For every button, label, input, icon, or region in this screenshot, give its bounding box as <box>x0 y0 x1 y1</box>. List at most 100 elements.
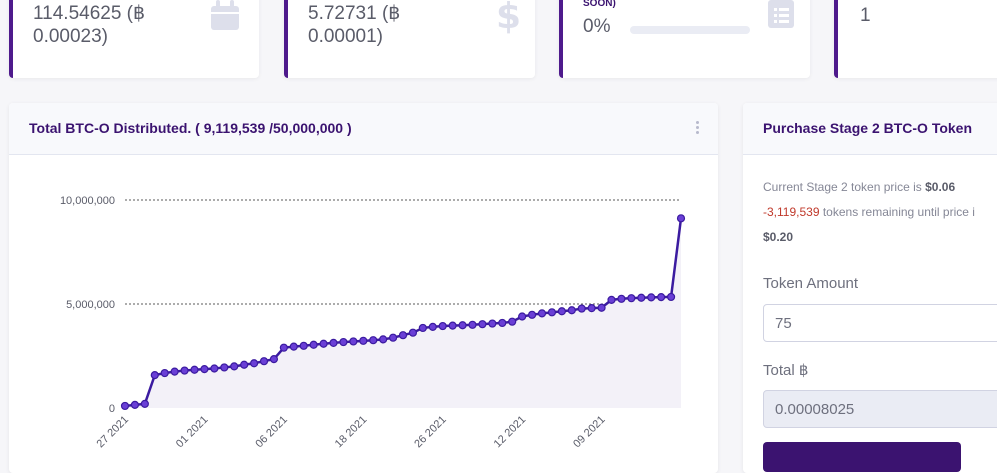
data-point <box>547 308 557 317</box>
data-point <box>408 328 418 337</box>
token-amount-label: Token Amount <box>763 275 859 292</box>
stat-label: SOON) <box>583 0 616 9</box>
price-info: Current Stage 2 token price is $0.06 <box>763 180 955 194</box>
data-point <box>676 214 686 223</box>
data-point <box>230 362 239 371</box>
remaining-count: -3,119,539 <box>763 205 820 219</box>
stat-value-line1: 114.54625 (฿ <box>33 3 146 24</box>
data-point <box>220 363 229 372</box>
data-point <box>428 322 437 331</box>
data-point <box>150 371 159 380</box>
next-price: $0.20 <box>763 230 794 244</box>
total-input <box>763 390 997 428</box>
data-point <box>240 360 249 369</box>
x-tick-label: 27 2021 <box>95 414 132 451</box>
data-point <box>299 341 308 350</box>
data-point <box>498 318 507 328</box>
data-point <box>527 310 537 319</box>
data-point <box>210 364 219 373</box>
distribution-chart: 0 5,000,000 10,000,000 27 2021 01 2021 06 202… <box>60 195 686 451</box>
data-point <box>339 337 348 347</box>
data-point <box>398 331 408 340</box>
stat-value-line1: 5.72731 (฿ <box>308 3 401 24</box>
data-point <box>617 294 626 303</box>
data-point <box>329 338 338 347</box>
data-point <box>647 293 656 302</box>
data-point <box>478 320 487 329</box>
purchase-title: Purchase Stage 2 BTC-O Token <box>763 120 973 136</box>
data-point <box>468 320 477 329</box>
stat-value: 5.72731 (฿ 0.00001) <box>308 2 400 48</box>
price-prefix: Current Stage 2 token price is <box>763 180 926 194</box>
data-point <box>319 339 328 348</box>
calendar-icon <box>211 0 239 30</box>
area-fill <box>125 218 681 408</box>
remaining-text: tokens remaining until price i <box>819 205 975 219</box>
data-point <box>349 337 358 346</box>
data-point <box>279 343 288 352</box>
data-point <box>418 323 427 333</box>
data-point <box>666 292 676 302</box>
data-point <box>537 309 547 318</box>
data-point <box>200 365 209 374</box>
stat-value: 114.54625 (฿ 0.00023) <box>33 2 145 48</box>
data-point <box>637 293 646 302</box>
stat-percent: 0% <box>583 16 611 37</box>
x-tick-label: 09 2021 <box>571 414 608 451</box>
card-header: Purchase Stage 2 BTC-O Token <box>743 103 997 155</box>
stat-card-count: 1 <box>834 0 997 78</box>
data-point <box>577 304 586 313</box>
stat-card-usd: 5.72731 (฿ 0.00001) $ <box>284 0 535 78</box>
data-point <box>180 366 189 375</box>
data-point <box>359 336 368 345</box>
stat-value: 1 <box>860 5 871 26</box>
price-value: $0.06 <box>925 180 956 194</box>
data-point <box>518 312 527 321</box>
chart-title: Total BTC-O Distributed. ( 9,119,539 /50… <box>29 120 352 136</box>
data-point <box>140 399 149 408</box>
x-tick-label: 12 2021 <box>492 414 529 451</box>
data-point <box>289 342 298 351</box>
total-label: Total ฿ <box>763 362 809 379</box>
x-tick-label: 01 2021 <box>174 414 211 451</box>
data-point <box>160 368 169 378</box>
next-price-info: $0.20 <box>763 230 793 244</box>
data-point <box>309 340 318 349</box>
data-point <box>657 293 666 302</box>
stat-card-progress: SOON) 0% <box>559 0 810 78</box>
y-tick-label: 10,000,000 <box>60 195 115 207</box>
x-tick-label: 18 2021 <box>333 414 370 451</box>
y-tick-label: 5,000,000 <box>66 299 115 311</box>
data-point <box>259 357 269 366</box>
data-point <box>369 336 378 345</box>
stat-value-line2: 0.00023) <box>33 26 109 47</box>
data-point <box>607 295 616 304</box>
card-header: Total BTC-O Distributed. ( 9,119,539 /50… <box>9 103 718 155</box>
data-point <box>458 321 467 330</box>
data-point <box>567 306 576 315</box>
data-point <box>557 307 566 316</box>
data-point <box>488 319 497 328</box>
data-point <box>170 367 179 376</box>
x-tick-label: 26 2021 <box>412 414 449 451</box>
token-amount-input[interactable] <box>763 304 997 342</box>
y-tick-label: 0 <box>109 403 115 415</box>
x-tick-label: 06 2021 <box>253 414 290 451</box>
data-point <box>587 304 596 313</box>
data-point <box>597 303 606 312</box>
purchase-card: Purchase Stage 2 BTC-O Token Current Sta… <box>743 103 997 473</box>
stat-value-line2: 0.00001) <box>308 26 384 47</box>
data-point <box>379 335 388 344</box>
data-point <box>269 355 279 364</box>
remaining-info: -3,119,539 tokens remaining until price … <box>763 205 975 219</box>
data-point <box>508 317 517 326</box>
dollar-icon: $ <box>496 0 522 37</box>
purchase-button[interactable] <box>763 442 961 472</box>
data-point <box>627 294 636 303</box>
stat-card-price: 114.54625 (฿ 0.00023) <box>9 0 259 78</box>
data-point <box>438 321 447 331</box>
data-point <box>190 365 199 374</box>
kebab-menu-icon[interactable] <box>696 121 700 136</box>
data-point <box>249 359 259 368</box>
data-point <box>388 333 398 342</box>
